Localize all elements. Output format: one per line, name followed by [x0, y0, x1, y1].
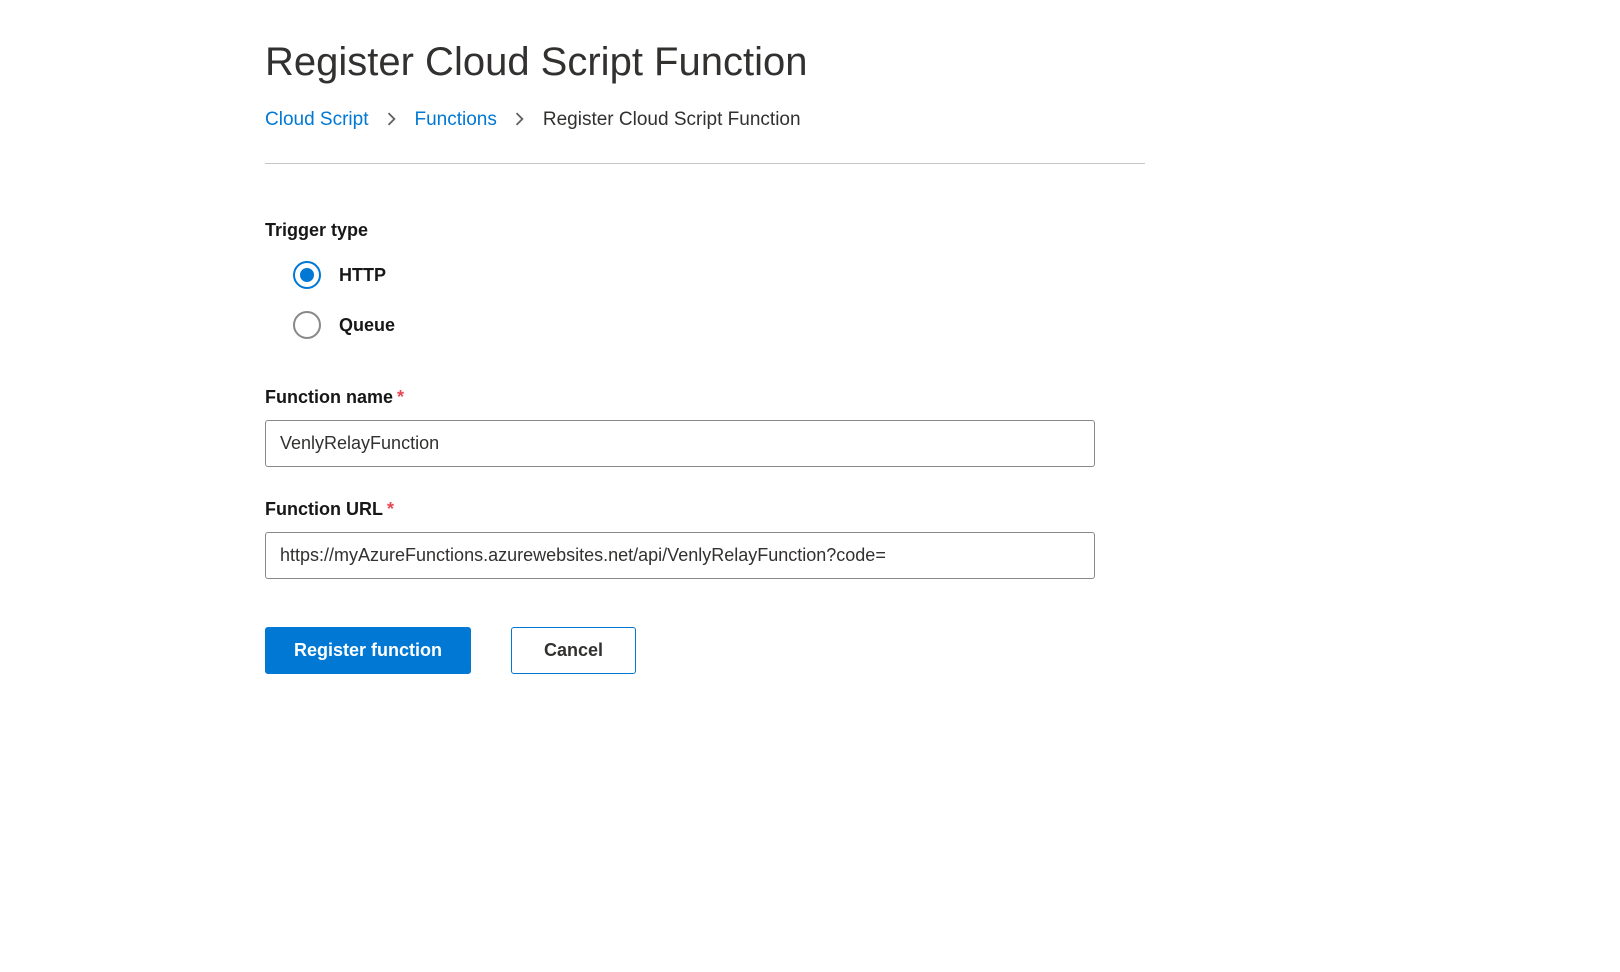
required-indicator: * [397, 387, 404, 407]
function-name-input[interactable] [265, 420, 1095, 467]
radio-label-queue: Queue [339, 315, 395, 336]
trigger-type-label: Trigger type [265, 220, 1145, 241]
trigger-type-radio-group: HTTP Queue [265, 261, 1145, 339]
radio-icon [293, 261, 321, 289]
function-url-input[interactable] [265, 532, 1095, 579]
register-function-button[interactable]: Register function [265, 627, 471, 674]
function-url-label: Function URL* [265, 499, 1145, 520]
function-name-label: Function name* [265, 387, 1145, 408]
radio-icon [293, 311, 321, 339]
divider [265, 163, 1145, 164]
required-indicator: * [387, 499, 394, 519]
breadcrumb: Cloud Script Functions Register Cloud Sc… [265, 109, 1145, 131]
radio-option-queue[interactable]: Queue [293, 311, 1145, 339]
chevron-right-icon [515, 112, 525, 129]
radio-option-http[interactable]: HTTP [293, 261, 1145, 289]
breadcrumb-link-functions[interactable]: Functions [415, 109, 497, 131]
radio-label-http: HTTP [339, 265, 386, 286]
cancel-button[interactable]: Cancel [511, 627, 636, 674]
chevron-right-icon [387, 112, 397, 129]
breadcrumb-current: Register Cloud Script Function [543, 109, 801, 131]
page-title: Register Cloud Script Function [265, 40, 1145, 85]
breadcrumb-link-cloud-script[interactable]: Cloud Script [265, 109, 369, 131]
